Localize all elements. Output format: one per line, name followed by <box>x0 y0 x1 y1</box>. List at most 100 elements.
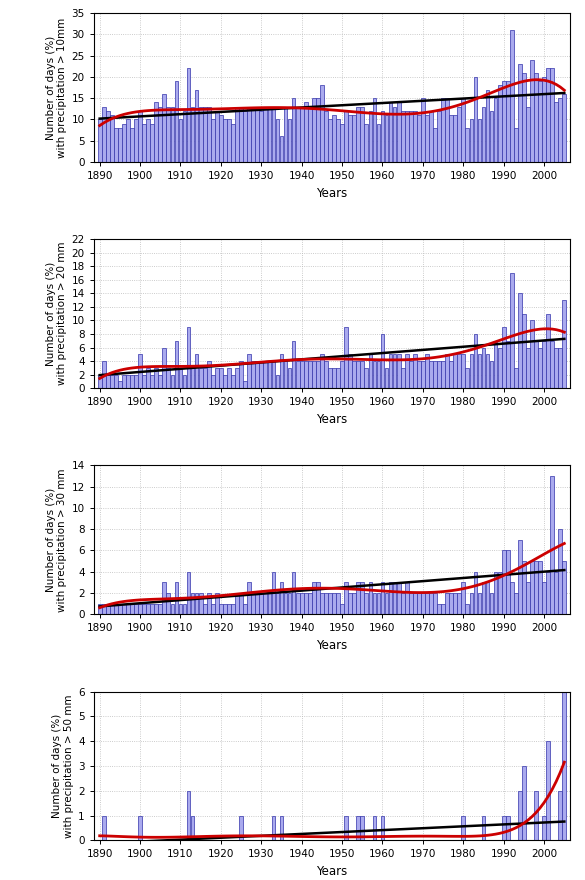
Bar <box>466 128 469 162</box>
Bar <box>183 604 187 614</box>
Bar <box>522 314 526 388</box>
Bar <box>401 111 405 162</box>
Bar <box>356 583 360 614</box>
Bar <box>429 361 433 388</box>
Bar <box>243 381 247 388</box>
Bar <box>259 111 263 162</box>
Bar <box>348 355 352 388</box>
Bar <box>239 106 243 162</box>
Bar <box>308 361 312 388</box>
Bar <box>514 593 518 614</box>
Bar <box>252 593 255 614</box>
Bar <box>433 593 437 614</box>
Bar <box>130 375 134 388</box>
Bar <box>159 604 162 614</box>
Bar <box>215 111 219 162</box>
Bar <box>429 111 433 162</box>
Bar <box>433 361 437 388</box>
Bar <box>344 327 348 388</box>
Bar <box>393 583 397 614</box>
Bar <box>510 273 514 388</box>
Bar <box>437 111 441 162</box>
Bar <box>369 583 372 614</box>
Bar <box>486 355 490 388</box>
Bar <box>134 120 138 162</box>
Bar <box>154 102 158 162</box>
Bar <box>550 476 554 614</box>
Bar <box>276 593 279 614</box>
Bar <box>324 111 328 162</box>
Bar <box>167 593 170 614</box>
Bar <box>506 81 510 162</box>
Bar <box>562 94 566 162</box>
Bar <box>377 593 380 614</box>
Bar <box>510 583 514 614</box>
Bar <box>369 355 372 388</box>
Bar <box>138 604 142 614</box>
Bar <box>518 64 522 162</box>
Bar <box>425 115 429 162</box>
Bar <box>284 593 287 614</box>
Bar <box>122 604 126 614</box>
Bar <box>445 593 449 614</box>
Bar <box>138 111 142 162</box>
X-axis label: Years: Years <box>316 639 347 652</box>
Bar <box>352 361 356 388</box>
Bar <box>114 375 118 388</box>
Bar <box>146 120 150 162</box>
Bar <box>267 361 271 388</box>
Bar <box>462 583 465 614</box>
Bar <box>280 583 283 614</box>
Bar <box>118 128 122 162</box>
Bar <box>256 361 259 388</box>
Bar <box>178 604 183 614</box>
Bar <box>312 99 316 162</box>
Bar <box>381 111 384 162</box>
Bar <box>142 124 146 162</box>
Bar <box>203 106 207 162</box>
Bar <box>393 106 397 162</box>
Bar <box>247 583 251 614</box>
Bar <box>542 583 546 614</box>
Bar <box>223 375 227 388</box>
Bar <box>146 368 150 388</box>
Bar <box>102 106 105 162</box>
Bar <box>328 593 332 614</box>
Bar <box>401 593 405 614</box>
Bar <box>445 99 449 162</box>
Bar <box>231 375 235 388</box>
Bar <box>421 99 425 162</box>
Bar <box>235 593 239 614</box>
Bar <box>324 593 328 614</box>
Bar <box>138 355 142 388</box>
Bar <box>352 593 356 614</box>
Bar <box>284 361 287 388</box>
Bar <box>271 106 276 162</box>
Bar <box>546 572 550 614</box>
Bar <box>388 102 393 162</box>
Bar <box>417 593 421 614</box>
Bar <box>215 368 219 388</box>
Bar <box>559 99 562 162</box>
Bar <box>256 593 259 614</box>
Bar <box>292 572 295 614</box>
Bar <box>562 561 566 614</box>
Bar <box>530 60 534 162</box>
Bar <box>502 81 505 162</box>
Bar <box>247 355 251 388</box>
Bar <box>534 791 538 840</box>
Bar <box>555 348 558 388</box>
Bar <box>486 583 490 614</box>
Bar <box>510 30 514 162</box>
Bar <box>377 361 380 388</box>
Bar <box>263 106 267 162</box>
Bar <box>470 355 473 388</box>
Bar <box>457 106 461 162</box>
Bar <box>316 583 320 614</box>
Bar <box>348 115 352 162</box>
Bar <box>462 816 465 840</box>
Bar <box>138 816 142 840</box>
Bar <box>195 593 198 614</box>
Bar <box>534 73 538 162</box>
Bar <box>405 583 408 614</box>
